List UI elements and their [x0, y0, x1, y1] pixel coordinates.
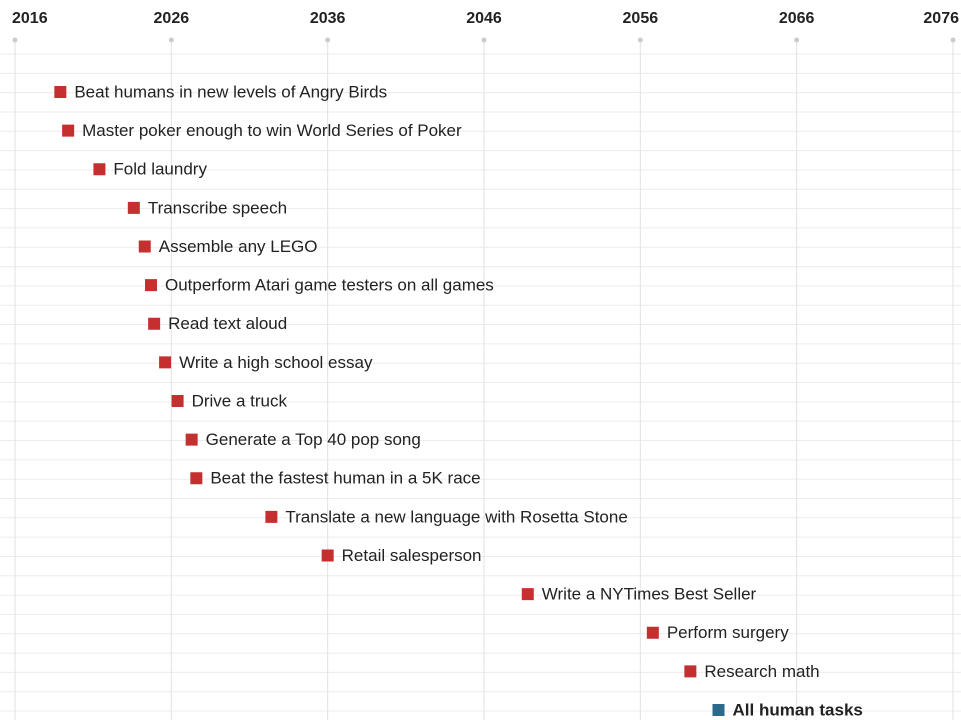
marker: [171, 395, 184, 407]
x-tick-label: 2026: [154, 10, 190, 27]
marker: [190, 472, 203, 485]
marker: [684, 665, 697, 678]
x-tick-label: 2076: [923, 10, 959, 27]
task-label: Generate a Top 40 pop song: [206, 430, 421, 449]
task-label: Fold laundry: [113, 160, 207, 179]
marker: [521, 588, 534, 601]
task-label: Write a high school essay: [179, 353, 373, 372]
marker: [646, 626, 659, 639]
task-label: Research math: [704, 662, 819, 681]
task-label: Translate a new language with Rosetta St…: [285, 507, 627, 526]
marker: [265, 510, 278, 523]
tick-mark: [481, 37, 487, 43]
x-tick-label: 2036: [310, 10, 346, 27]
marker: [159, 356, 172, 369]
task-label: Drive a truck: [192, 391, 288, 410]
task-label: All human tasks: [733, 700, 863, 719]
task-label: Beat the fastest human in a 5K race: [210, 469, 480, 488]
task-label: Perform surgery: [667, 623, 789, 642]
task-label: Retail salesperson: [342, 546, 482, 565]
marker: [127, 201, 140, 214]
marker: [62, 124, 75, 137]
task-label: Master poker enough to win World Series …: [82, 121, 462, 140]
marker: [712, 704, 725, 716]
x-tick-label: 2046: [466, 10, 502, 27]
task-label: Outperform Atari game testers on all gam…: [165, 276, 494, 295]
marker: [93, 163, 106, 176]
marker: [321, 549, 334, 562]
task-label: Read text aloud: [168, 314, 287, 333]
tick-mark: [325, 37, 331, 43]
tick-mark: [168, 37, 174, 43]
marker: [145, 279, 158, 292]
tick-mark: [794, 37, 800, 43]
tick-mark: [950, 37, 956, 43]
x-tick-label: 2066: [779, 10, 815, 27]
task-label: Transcribe speech: [148, 198, 287, 217]
x-tick-label: 2016: [12, 10, 48, 27]
marker: [54, 86, 67, 98]
tick-mark: [12, 37, 18, 43]
tick-mark: [637, 37, 643, 43]
marker: [148, 317, 161, 330]
marker: [185, 433, 198, 446]
marker: [138, 240, 151, 253]
task-label: Beat humans in new levels of Angry Birds: [74, 82, 387, 101]
x-tick-label: 2056: [623, 10, 659, 27]
task-label: Assemble any LEGO: [159, 237, 318, 256]
task-label: Write a NYTimes Best Seller: [542, 585, 757, 604]
